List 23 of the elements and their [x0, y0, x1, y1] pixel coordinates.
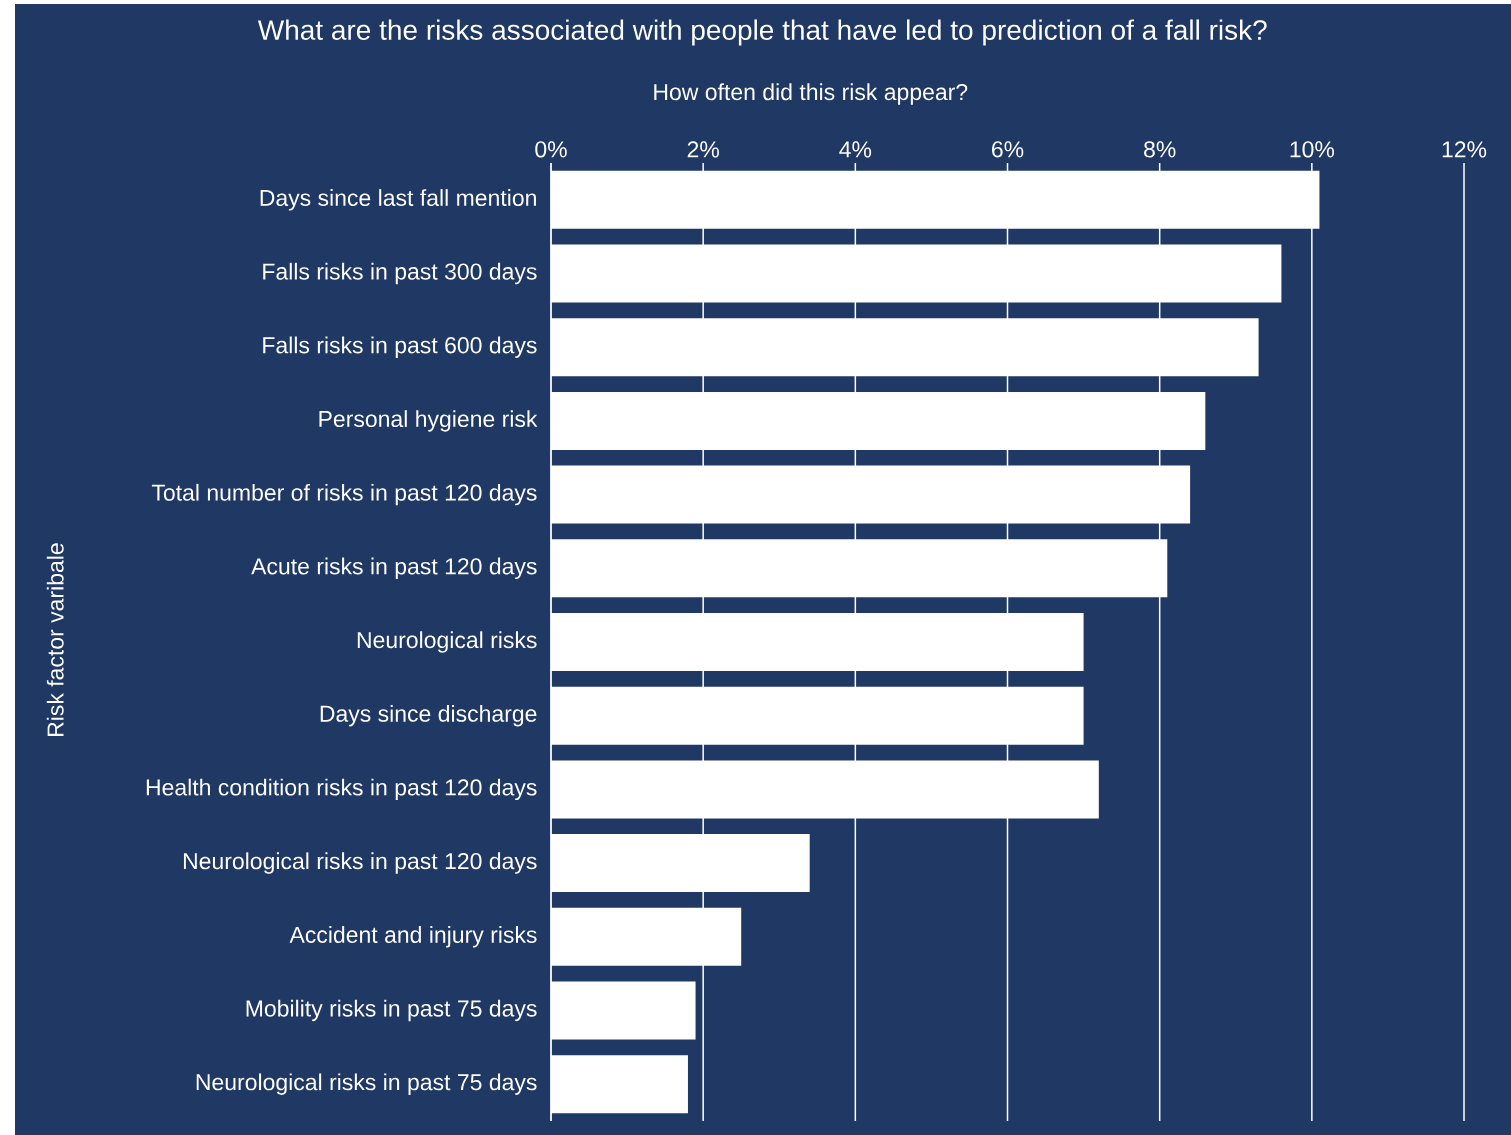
- y-tick-label: Health condition risks in past 120 days: [146, 778, 537, 801]
- x-tick-label: 12%: [1442, 141, 1487, 158]
- chart-title: What are the risks associated with people that have led to prediction of a fall risk?: [257, 19, 1267, 46]
- y-tick-label: Neurological risks in past 75 days: [196, 1073, 537, 1095]
- y-tick-label: Personal hygiene risk: [319, 410, 538, 432]
- x-tick-label: 4%: [839, 141, 872, 158]
- y-axis-title: Risk factor varibale: [46, 543, 64, 736]
- x-tick-label: 8%: [1144, 141, 1176, 158]
- y-tick-label: Total number of risks in past 120 days: [151, 483, 537, 506]
- y-tick-label: Neurological risks in past 120 days: [183, 852, 537, 874]
- y-tick-label: Falls risks in past 300 days: [263, 262, 537, 285]
- y-tick-label: Days since discharge: [320, 704, 537, 727]
- x-axis-title: How often did this risk appear?: [654, 83, 968, 105]
- x-tick-label: 6%: [992, 141, 1024, 158]
- y-tick-label: Neurological risks: [357, 631, 537, 653]
- x-tick-label: 10%: [1290, 141, 1335, 158]
- y-tick-label: Accident and injury risks: [289, 926, 537, 948]
- y-tick-label: Acute risks in past 120 days: [251, 557, 537, 580]
- x-tick-label: 0%: [535, 141, 567, 158]
- y-tick-label: Mobility risks in past 75 days: [246, 999, 537, 1022]
- x-tick-label: 2%: [687, 141, 719, 158]
- y-tick-label: Falls risks in past 600 days: [263, 336, 537, 358]
- y-tick-label: Days since last fall mention: [260, 189, 536, 211]
